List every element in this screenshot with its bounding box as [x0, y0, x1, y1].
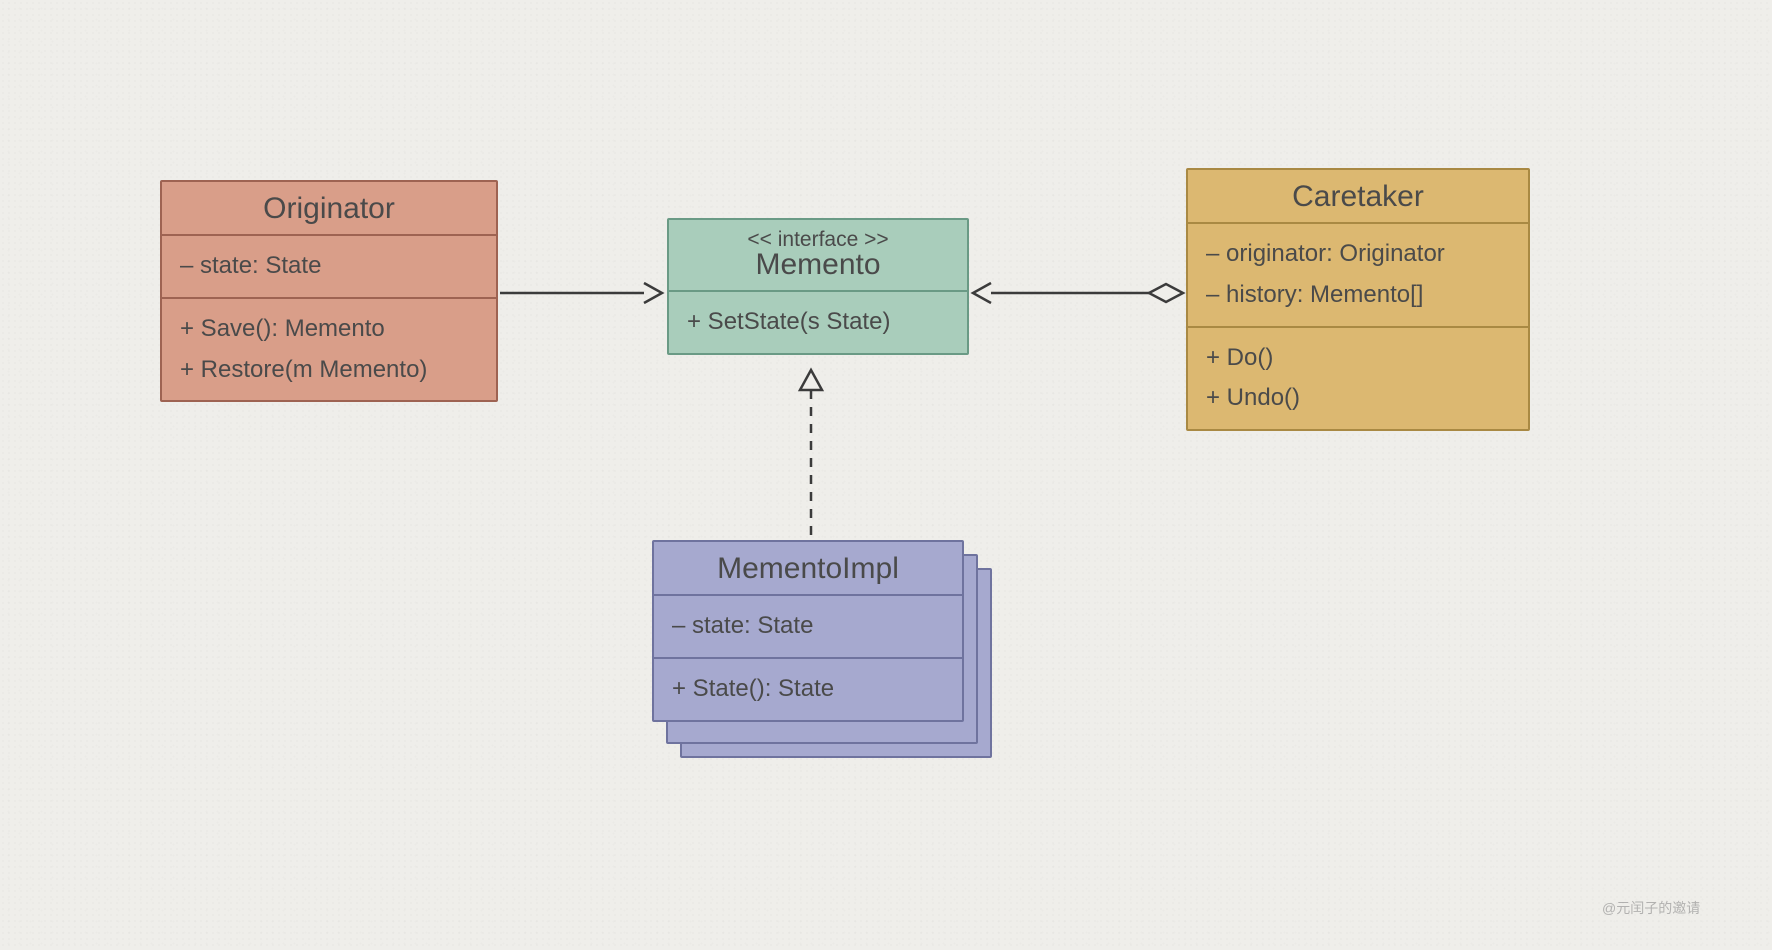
attribute: – originator: Originator	[1206, 234, 1510, 275]
connector-caretaker-memento	[969, 280, 1187, 306]
class-title: MementoImpl	[654, 542, 962, 596]
class-title: Memento	[669, 246, 967, 290]
methods-section: + Save(): Memento + Restore(m Memento)	[162, 299, 496, 401]
method: + Restore(m Memento)	[180, 350, 478, 391]
class-title: Caretaker	[1188, 170, 1528, 224]
attribute: – state: State	[180, 246, 478, 287]
connector-mementoimpl-memento	[798, 368, 824, 542]
attribute: – history: Memento[]	[1206, 275, 1510, 316]
method: + Undo()	[1206, 378, 1510, 419]
methods-section: + State(): State	[654, 659, 962, 720]
class-title: Originator	[162, 182, 496, 236]
interface-box-memento: << interface >> Memento + SetState(s Sta…	[667, 218, 969, 355]
methods-section: + Do() + Undo()	[1188, 328, 1528, 430]
attributes-section: – originator: Originator – history: Meme…	[1188, 224, 1528, 328]
method: + Do()	[1206, 338, 1510, 379]
method: + State(): State	[672, 669, 944, 710]
class-title-wrap: << interface >> Memento	[669, 220, 967, 292]
attribute: – state: State	[672, 606, 944, 647]
method: + SetState(s State)	[687, 302, 949, 343]
attributes-section: – state: State	[654, 596, 962, 659]
watermark-text: @元闰子的邀请	[1602, 898, 1700, 918]
class-box-caretaker: Caretaker – originator: Originator – his…	[1186, 168, 1530, 431]
class-box-mementoimpl: MementoImpl – state: State + State(): St…	[652, 540, 964, 722]
methods-section: + SetState(s State)	[669, 292, 967, 353]
attributes-section: – state: State	[162, 236, 496, 299]
method: + Save(): Memento	[180, 309, 478, 350]
connector-originator-memento	[498, 280, 668, 306]
class-box-originator: Originator – state: State + Save(): Meme…	[160, 180, 498, 402]
